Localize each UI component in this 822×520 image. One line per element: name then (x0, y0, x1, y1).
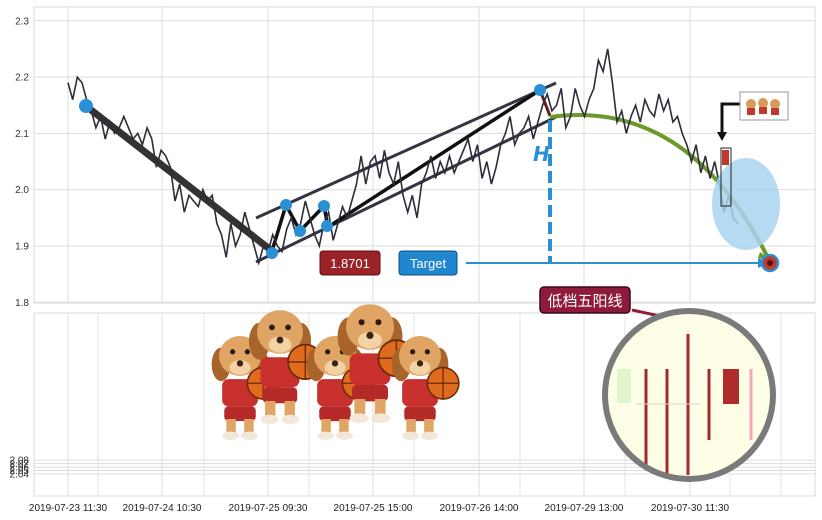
y-tick-label: 2.06 (10, 463, 30, 474)
target-badge-box (398, 250, 458, 276)
pivot-point (280, 199, 292, 211)
y-tick-label: 2.2 (15, 73, 29, 84)
x-tick-label: 2019-07-25 15:00 (334, 503, 413, 514)
candle-box-outline (720, 147, 732, 207)
y-tick-label: 1.8 (15, 298, 29, 309)
channel-upper-line (255, 81, 557, 220)
target-badge: Target (410, 256, 447, 271)
price-badge-box (319, 250, 381, 276)
pivot-point (318, 200, 330, 212)
pivot-point (266, 247, 278, 259)
x-tick-label: 2019-07-29 13:00 (545, 503, 624, 514)
pointer-arrow-head (717, 132, 727, 141)
pivot-point (79, 99, 93, 113)
candle-body (722, 150, 729, 165)
pointer-arrow-line (720, 102, 742, 134)
price-series-line (67, 48, 739, 266)
y-tick-label: 2.05 (10, 466, 30, 477)
pattern-label-h: H (533, 142, 550, 166)
y-tick-label: 2.3 (15, 16, 29, 27)
x-tick-label: 2019-07-24 10:30 (123, 503, 202, 514)
target-point-core (767, 260, 773, 266)
x-tick-label: 2019-07-26 14:00 (440, 503, 519, 514)
y-tick-label: 2.1 (15, 129, 29, 140)
callout-box (539, 286, 631, 314)
zoom-lens-ring (602, 308, 776, 482)
pivot-point (321, 220, 333, 232)
y-tick-label: 2.08 (10, 456, 30, 467)
x-tick-label: 2019-07-25 09:30 (229, 503, 308, 514)
zoom-candle-body (723, 369, 739, 404)
highlight-ellipse (712, 158, 780, 250)
price-badge: 1.8701 (330, 256, 370, 271)
y-tick-label: 2.04 (10, 470, 30, 481)
pivot-point (534, 84, 546, 96)
y-tick-label: 1.9 (15, 242, 29, 253)
dog-mascot (337, 304, 416, 423)
y-tick-label: 2.07 (10, 459, 30, 470)
channel-lower-line (255, 115, 557, 264)
dog-mascot (248, 310, 324, 424)
pivot-point (294, 225, 306, 237)
bottom-y-axis: 2.042.052.062.072.08 (10, 456, 30, 481)
x-axis: 2019-07-23 11:30 2019-07-24 10:30 2019-07-… (29, 503, 730, 514)
y-tick-label: 2.0 (15, 185, 29, 196)
dog-mascot-illustrations (211, 304, 460, 440)
dog-mascot (391, 336, 460, 440)
thumbnail-dogs (746, 98, 780, 115)
top-y-axis: 1.8 1.9 2.0 2.1 2.2 2.3 (15, 16, 29, 309)
pivot-markers (79, 84, 546, 259)
x-tick-label: 2019-07-30 11:30 (651, 503, 730, 514)
callout-label: 低档五阳线 (547, 292, 622, 310)
x-tick-label: 2019-07-23 11:30 (29, 503, 108, 514)
zigzag-path (270, 88, 541, 252)
